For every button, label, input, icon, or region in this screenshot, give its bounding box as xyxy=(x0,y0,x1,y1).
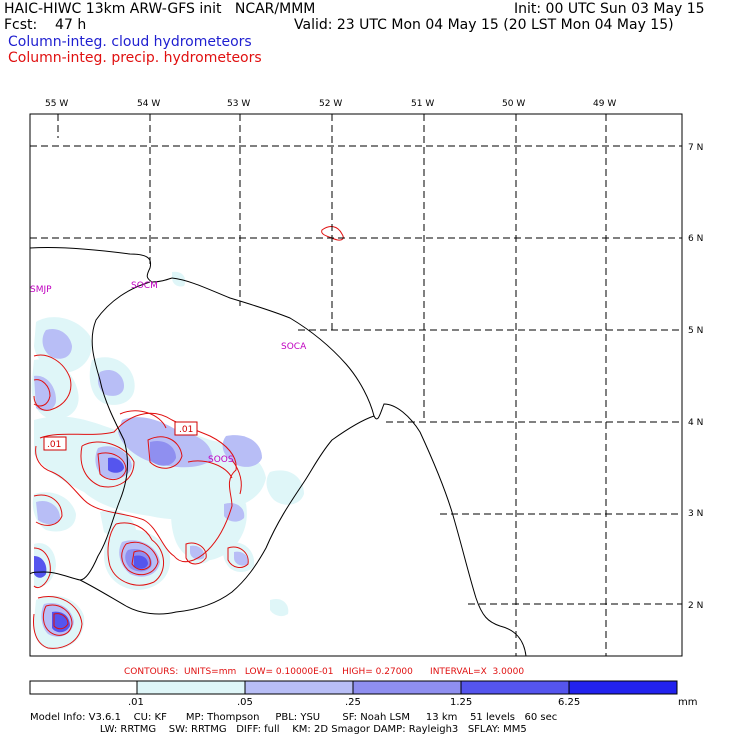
station-soca: SOCA xyxy=(281,342,307,352)
lon-label-51w: 51 W xyxy=(411,99,434,109)
lon-label-55w: 55 W xyxy=(45,99,68,109)
contour-label-1: .01 xyxy=(179,425,193,435)
colorbar-label-3: 1.25 xyxy=(450,697,473,708)
precip-contours xyxy=(33,226,344,649)
lat-label-4n: 4 N xyxy=(688,418,703,428)
lat-label-7n: 7 N xyxy=(688,143,703,153)
colorbar-unit: mm xyxy=(678,697,698,708)
field-cloud-label: Column-integ. cloud hydrometeors xyxy=(8,34,252,50)
field-precip-label: Column-integ. precip. hydrometeors xyxy=(8,50,262,66)
valid-time: Valid: 23 UTC Mon 04 May 15 (20 LST Mon … xyxy=(294,17,674,33)
cloud-shading xyxy=(31,271,304,650)
forecast-hour: Fcst: 47 h xyxy=(4,17,87,33)
colorbar-segment-0 xyxy=(29,680,138,695)
lon-label-49w: 49 W xyxy=(593,99,616,109)
lat-label-3n: 3 N xyxy=(688,509,703,519)
lon-label-53w: 53 W xyxy=(227,99,250,109)
contours-info: CONTOURS: UNITS=mm LOW= 0.10000E-01 HIGH… xyxy=(124,667,525,677)
colorbar xyxy=(29,680,678,695)
station-smjp: SMJP xyxy=(30,285,52,295)
lat-label-6n: 6 N xyxy=(688,234,703,244)
colorbar-segment-2 xyxy=(244,680,354,695)
colorbar-label-1: .05 xyxy=(237,697,253,708)
colorbar-segment-4 xyxy=(460,680,570,695)
lon-label-52w: 52 W xyxy=(319,99,342,109)
station-soos: SOOS xyxy=(208,455,234,465)
title-left: HAIC-HIWC 13km ARW-GFS init NCAR/MMM xyxy=(4,1,316,17)
colorbar-segment-1 xyxy=(136,680,246,695)
colorbar-label-4: 6.25 xyxy=(558,697,581,708)
colorbar-segment-3 xyxy=(352,680,462,695)
lon-label-50w: 50 W xyxy=(502,99,525,109)
map-frame xyxy=(29,113,683,657)
init-time: Init: 00 UTC Sun 03 May 15 xyxy=(514,1,705,17)
lat-label-2n: 2 N xyxy=(688,601,703,611)
contour-label-2: .01 xyxy=(47,440,61,450)
colorbar-label-2: .25 xyxy=(345,697,361,708)
lon-label-54w: 54 W xyxy=(137,99,160,109)
colorbar-label-0: .01 xyxy=(128,697,144,708)
station-socm: SOCM xyxy=(131,281,158,291)
lat-label-5n: 5 N xyxy=(688,326,703,336)
lat-lon-grid xyxy=(30,114,682,656)
model-info-line2: LW: RRTMG SW: RRTMG DIFF: full KM: 2D Sm… xyxy=(30,724,527,735)
coastlines xyxy=(29,246,527,657)
colorbar-segment-5 xyxy=(568,680,678,695)
contour-label-boxes xyxy=(43,421,198,451)
model-info-line1: Model Info: V3.6.1 CU: KF MP: Thompson P… xyxy=(30,712,558,723)
